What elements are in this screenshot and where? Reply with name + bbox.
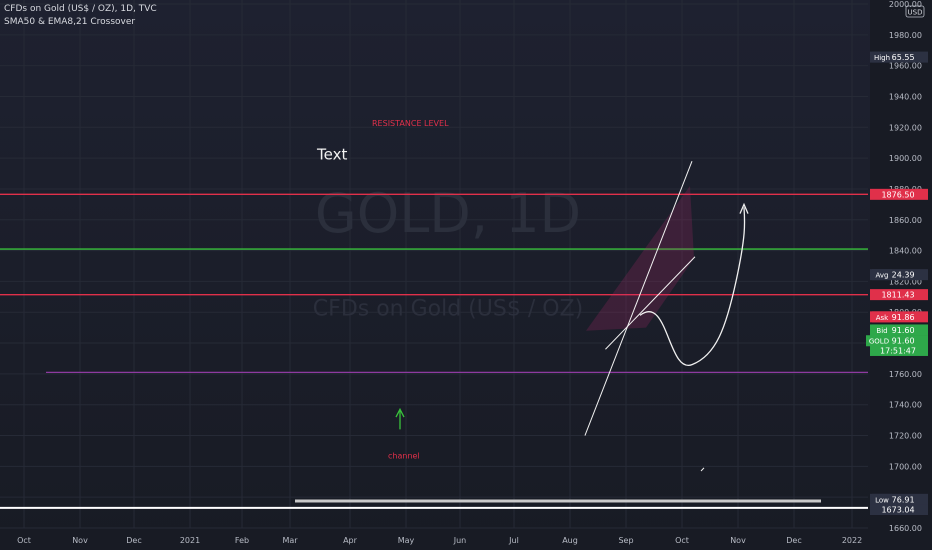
channel-fill (586, 185, 694, 331)
y-tick-label: 1860.00 (889, 216, 922, 225)
price-tag-bg (870, 324, 928, 336)
price-tag-bg (870, 289, 928, 301)
symbol-title: CFDs on Gold (US$ / OZ), 1D, TVC (4, 4, 157, 14)
y-tick-label: 1820.00 (889, 277, 922, 286)
stray-mark (700, 467, 705, 472)
x-tick-label: Mar (282, 536, 298, 545)
price-tag-name: GOLD (869, 338, 889, 346)
channel-upper[interactable] (584, 161, 693, 436)
price-tag-name-bg (872, 324, 892, 336)
price-tag-name: Ask (876, 314, 889, 322)
price-tag-bg (870, 493, 928, 505)
price-tag-name: Avg (876, 272, 889, 280)
x-tick-label: Jun (453, 536, 467, 545)
price-tag-name: High (874, 54, 890, 62)
up-arrow-head (395, 407, 405, 418)
y-tick-label: 1720.00 (889, 432, 922, 441)
price-tag-value: 1791.60 (881, 337, 914, 346)
projection-path[interactable] (639, 207, 746, 366)
price-tag-name-bg (872, 311, 892, 323)
currency-box[interactable] (905, 5, 925, 18)
y-tick-label: 1940.00 (889, 92, 922, 101)
y-tick-label: 1900.00 (889, 154, 922, 163)
price-tag-value: 1824.39 (881, 271, 914, 280)
price-tag-value: 1676.91 (881, 495, 914, 504)
x-tick-label: Jul (508, 536, 519, 545)
y-tick-label: 1920.00 (889, 123, 922, 132)
price-tag-name-bg (866, 335, 892, 347)
x-tick-label: May (398, 536, 415, 545)
y-tick-label: 1740.00 (889, 401, 922, 410)
channel-lower[interactable] (605, 256, 696, 350)
x-tick-label: Dec (126, 536, 141, 545)
x-tick-label: Feb (235, 536, 249, 545)
price-tag-value: 1673.04 (881, 506, 914, 515)
price-tag-value: 1811.43 (881, 291, 914, 300)
price-tag-bg (870, 51, 928, 63)
price-tag-name-bg (872, 493, 892, 505)
price-tag-bg (870, 344, 928, 356)
price-tag-bg (870, 311, 928, 323)
y-tick-label: 1660.00 (889, 524, 922, 533)
price-tag-name-bg (872, 269, 892, 281)
x-tick-label: Aug (562, 536, 578, 545)
watermark-main: GOLD, 1D (315, 182, 581, 245)
y-tick-label: 1960.00 (889, 62, 922, 71)
x-tick-label: Dec (786, 536, 801, 545)
watermark-sub: CFDs on Gold (US$ / OZ) (313, 296, 583, 321)
y-tick-label: 1700.00 (889, 462, 922, 471)
y-tick-label: 1840.00 (889, 247, 922, 256)
resistance-label: RESISTANCE LEVEL (372, 119, 449, 128)
x-tick-label: 2022 (842, 536, 862, 545)
x-tick-label: Apr (343, 536, 358, 545)
price-tag-value: 17:51:47 (880, 346, 916, 355)
time-axis-bg (0, 530, 870, 550)
y-tick-label: 2000.00 (889, 0, 922, 9)
x-tick-label: Nov (730, 536, 746, 545)
x-tick-label: Oct (675, 536, 689, 545)
note-text: Text (316, 146, 347, 164)
price-tag-name-bg (872, 51, 892, 63)
y-tick-label: 1980.00 (889, 31, 922, 40)
price-tag-bg (870, 269, 928, 281)
price-tag-bg (870, 188, 928, 200)
price-tag-value: 1965.55 (881, 53, 914, 62)
x-tick-label: Oct (17, 536, 31, 545)
price-tag-name: Low (875, 496, 889, 504)
projection-arrow (739, 202, 749, 214)
currency-label: USD (908, 9, 923, 17)
x-tick-label: Nov (72, 536, 88, 545)
channel-label: channel (388, 452, 420, 461)
x-tick-label: 2021 (180, 536, 200, 545)
low-band (295, 499, 821, 503)
y-tick-label: 1760.00 (889, 370, 922, 379)
indicator-title: SMA50 & EMA8,21 Crossover (4, 17, 136, 27)
price-tag-value: 1876.50 (881, 190, 914, 199)
price-tag-value: 1791.86 (881, 313, 914, 322)
price-tag-value: 1791.60 (881, 326, 914, 335)
price-tag-name: Bid (876, 327, 887, 335)
x-tick-label: Sep (618, 536, 633, 545)
price-tag-bg (870, 504, 928, 516)
price-tag-bg (870, 335, 928, 347)
